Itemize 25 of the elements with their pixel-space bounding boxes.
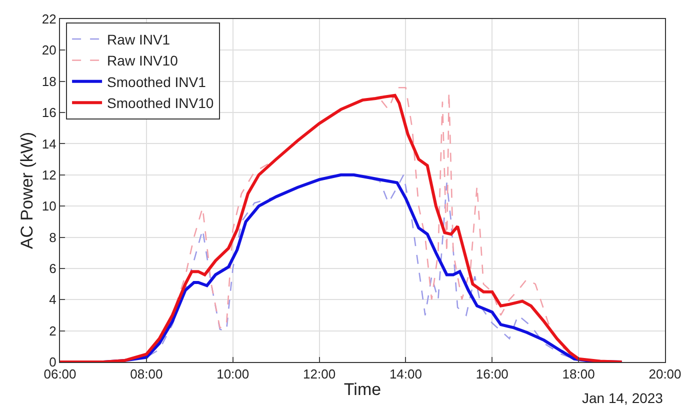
legend-label: Raw INV10 xyxy=(107,52,178,69)
x-tick-label: 10:00 xyxy=(216,366,250,382)
y-tick-label: 16 xyxy=(42,105,56,120)
legend-label: Smoothed INV1 xyxy=(107,74,206,90)
x-tick-label: 12:00 xyxy=(303,366,336,382)
y-tick-label: 6 xyxy=(49,261,56,276)
x-tick-label: 08:00 xyxy=(130,366,163,382)
text: Jan 14, 2023 xyxy=(582,390,664,406)
y-tick-label: 10 xyxy=(42,198,56,214)
x-tick-label: 18:00 xyxy=(562,366,595,382)
y-tick-label: 20 xyxy=(42,42,56,58)
y-tick-label: 12 xyxy=(42,167,56,182)
y-tick-label: 8 xyxy=(49,230,56,245)
x-tick-label: 16:00 xyxy=(476,366,508,382)
y-tick-label: 14 xyxy=(42,136,56,152)
x-tick-label: 14:00 xyxy=(389,366,422,382)
y-tick-label: 2 xyxy=(49,323,56,338)
legend-label: Raw INV1 xyxy=(107,31,170,48)
x-axis-title: Time xyxy=(344,380,382,399)
legend-label: Smoothed INV10 xyxy=(107,95,214,112)
y-tick-label: 18 xyxy=(42,74,56,89)
y-tick-label: 22 xyxy=(42,12,56,27)
y-tick-label: 4 xyxy=(49,292,56,308)
x-tick-label: 20:00 xyxy=(648,366,682,382)
y-axis-title: AC Power (kW) xyxy=(17,132,36,250)
